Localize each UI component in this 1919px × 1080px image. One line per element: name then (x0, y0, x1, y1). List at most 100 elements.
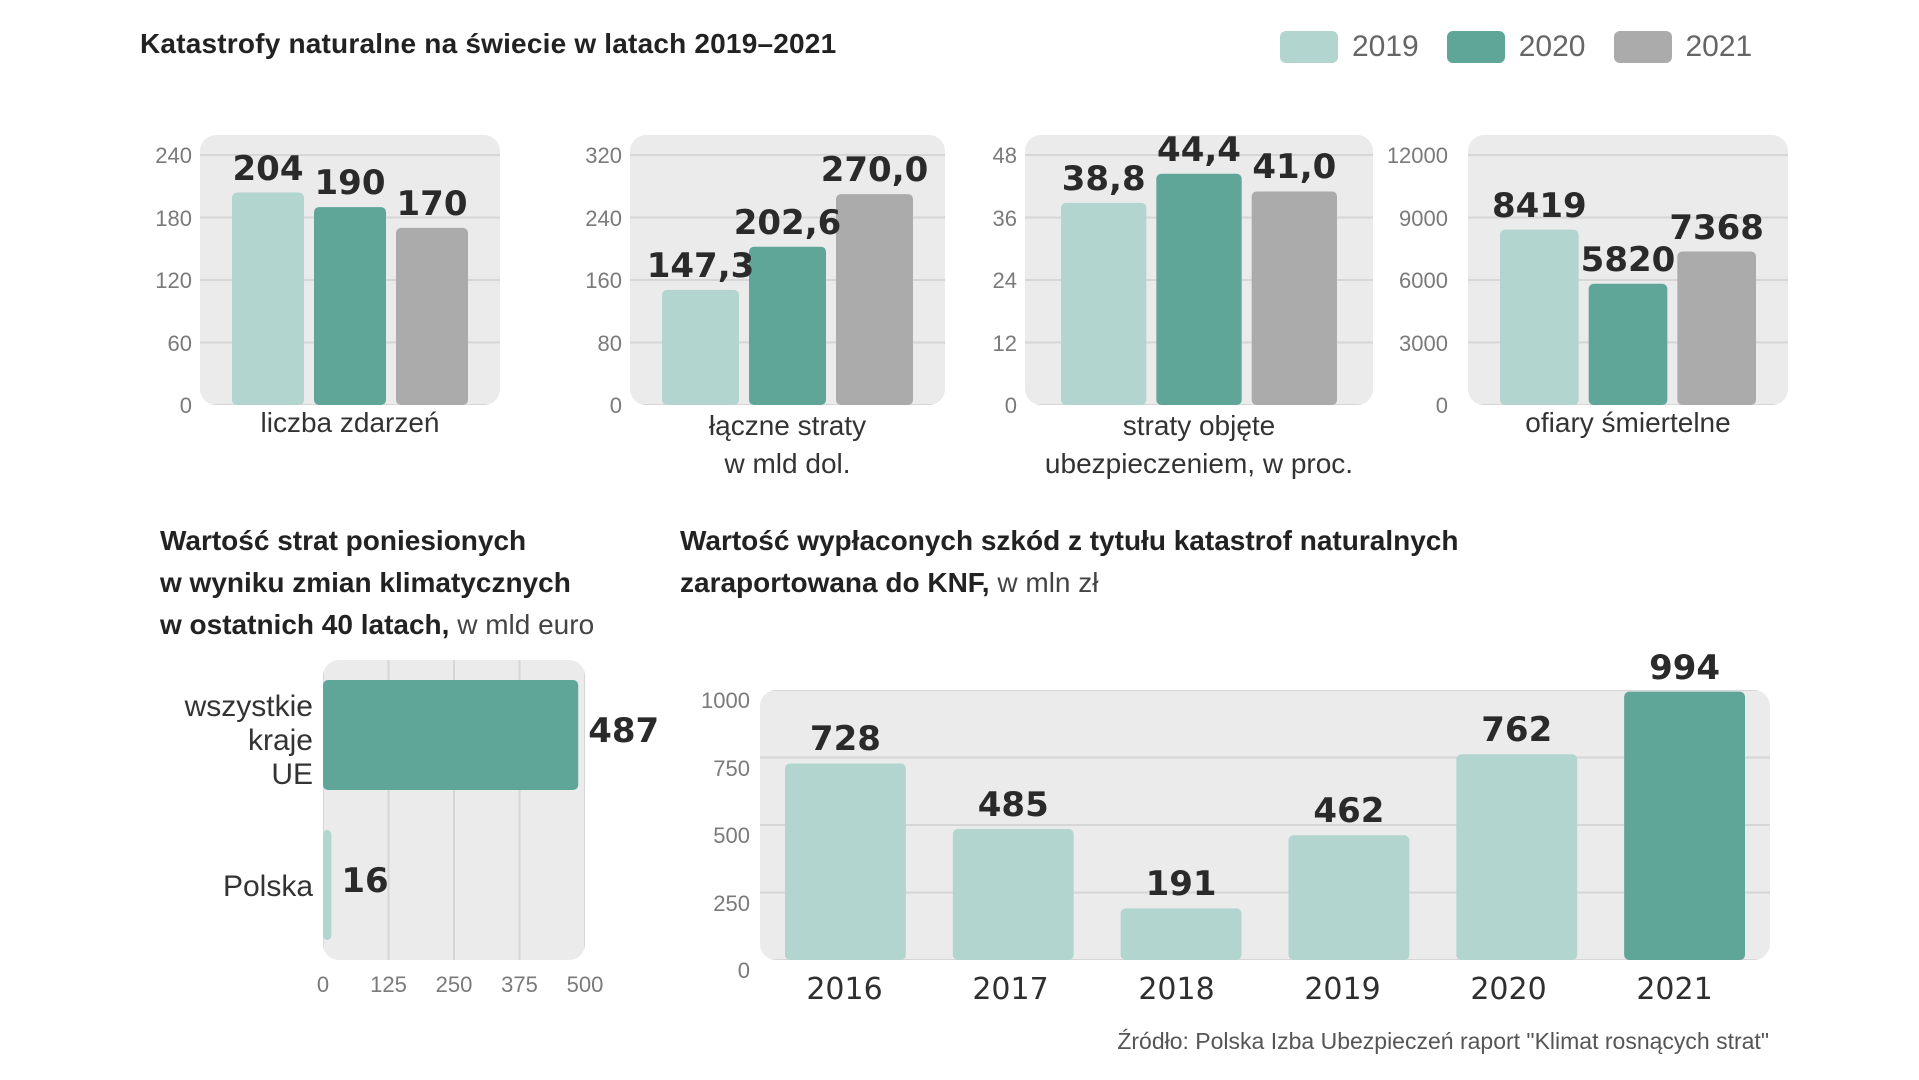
chart-title-line: Wartość strat poniesionych (160, 525, 527, 556)
x-axis-ticks: 0 125 250 375 500 (317, 972, 603, 1008)
bar-category-line: kraje (247, 724, 313, 757)
bar-value-label: 8419 (1492, 185, 1587, 226)
x-category-label: 2019 (1304, 972, 1381, 1007)
bar (232, 192, 304, 405)
bar-category-label: Polska (222, 870, 313, 903)
bar-value-label: 41,0 (1252, 147, 1337, 188)
chart-title-line: w wyniku zmian klimatycznych (160, 567, 571, 598)
chart-liczba-zdarzen: 0 60 120 180 240 204 190 170 liczba zdarzeń (140, 125, 570, 455)
bar (396, 227, 468, 405)
y-tick: 0 (609, 393, 622, 418)
y-tick: 12000 (1386, 143, 1448, 168)
chart-panel (760, 690, 1770, 960)
y-axis-ticks: 0 250 500 750 1000 (680, 688, 750, 983)
y-tick: 36 (992, 205, 1017, 231)
y-tick: 160 (585, 268, 622, 293)
y-tick: 3000 (1399, 330, 1448, 356)
y-tick: 6000 (1399, 268, 1448, 293)
y-tick: 1000 (701, 688, 750, 713)
chart-category-line: straty objęte (1122, 410, 1276, 441)
bar (1456, 754, 1578, 960)
x-axis-categories: 2016 2017 2018 2019 2020 2021 (760, 972, 1770, 1016)
y-tick: 80 (597, 330, 622, 356)
chart-title-line: Wartość wypłaconych szkód z tytułu katas… (680, 525, 1459, 556)
y-tick: 48 (992, 143, 1017, 168)
y-tick: 250 (713, 890, 750, 916)
bar-value-label: 728 (809, 719, 881, 760)
bar-value-label: 190 (314, 163, 386, 204)
y-tick: 320 (585, 143, 622, 168)
bars-svg (323, 660, 585, 960)
bar-value-label: 487 (588, 711, 660, 751)
x-category-label: 2018 (1138, 972, 1215, 1007)
chart-title-bold: w ostatnich 40 latach, (160, 609, 450, 640)
bar-value-label: 485 (977, 785, 1049, 826)
y-tick: 12 (992, 330, 1017, 356)
bar (1061, 202, 1147, 405)
bar-value-label: 16 (341, 861, 389, 901)
chart-title: Wartość strat poniesionych w wyniku zmia… (160, 520, 594, 646)
bar-value-label: 762 (1481, 710, 1553, 751)
bar (1500, 229, 1579, 405)
bars-svg (630, 154, 945, 405)
chart-category-line: ubezpieczeniem, w proc. (1044, 448, 1354, 479)
bar (1120, 908, 1242, 960)
bar-value-labels: 728 485 191 462 762 994 (760, 648, 1770, 960)
legend-label-2021: 2021 (1685, 30, 1753, 63)
y-axis-ticks: 0 80 160 240 320 (570, 125, 622, 425)
x-tick: 0 (316, 972, 330, 997)
bar (785, 763, 906, 960)
x-tick: 500 (566, 972, 604, 997)
chart-ofiary-smiertelne: 0 3000 6000 9000 12000 8419 5820 7368 ofiary ś… (1386, 125, 1810, 455)
bar (1588, 283, 1668, 405)
chart-category-line: łączne straty (708, 410, 867, 441)
y-tick: 24 (992, 268, 1017, 293)
bar-value-label: 5820 (1580, 239, 1676, 280)
legend: 2019 2020 2021 (1280, 30, 1752, 64)
chart-title-suffix: w mld euro (449, 609, 595, 640)
bar (323, 680, 579, 790)
chart-panel: 38,8 44,4 41,0 (1025, 135, 1373, 405)
chart-category-label: liczba zdarzeń (260, 407, 440, 438)
y-tick: 120 (155, 268, 192, 293)
chart-panel: 8419 5820 7368 (1468, 135, 1788, 405)
chart-straty-klimatyczne: Wartość strat poniesionych w wyniku zmia… (140, 520, 700, 1040)
y-tick: 180 (155, 205, 192, 231)
y-tick: 60 (167, 330, 192, 356)
y-tick: 500 (713, 823, 750, 848)
bar-value-label: 202,6 (733, 202, 842, 243)
bar (1624, 691, 1745, 960)
legend-item-2021: 2021 (1613, 30, 1753, 64)
legend-item-2020: 2020 (1446, 30, 1586, 64)
y-tick: 240 (155, 143, 192, 168)
chart-title: Wartość wypłaconych szkód z tytułu katas… (680, 520, 1458, 604)
y-tick: 9000 (1399, 205, 1448, 231)
chart-title-line: zaraportowana do KNF, w mln zł (680, 562, 1458, 604)
bar-value-label: 38,8 (1061, 158, 1146, 199)
bar-value-label: 170 (396, 183, 468, 224)
bar-value-label: 462 (1313, 791, 1385, 832)
bar (323, 830, 332, 940)
x-tick: 375 (501, 972, 538, 997)
bars-svg (1025, 154, 1373, 405)
x-category-label: 2016 (806, 972, 883, 1007)
bar-category-label: wszystkie kraje UE (140, 690, 313, 792)
bar (1156, 173, 1242, 405)
bar-value-label: 994 (1649, 647, 1721, 688)
bar-value-label: 204 (232, 148, 304, 189)
y-axis-ticks: 0 3000 6000 9000 12000 (1386, 125, 1448, 425)
bar-value-label: 44,4 (1157, 135, 1241, 170)
main-title: Katastrofy naturalne na świecie w latach… (140, 28, 837, 59)
bar (662, 289, 739, 405)
source-note: Źródło: Polska Izba Ubezpieczeń raport "… (1117, 1028, 1769, 1054)
bar-value-label: 7368 (1669, 207, 1764, 248)
chart-laczne-straty: 0 80 160 240 320 147,3 202,6 270,0 łączne stra… (570, 125, 1030, 515)
bar (1251, 191, 1337, 405)
bar (749, 246, 826, 405)
bar (1288, 835, 1410, 960)
legend-swatch-2021 (1613, 31, 1672, 63)
x-category-label: 2020 (1470, 972, 1547, 1007)
bar-value-label: 270,0 (820, 150, 929, 191)
bars-svg (200, 154, 500, 405)
x-category-label: 2021 (1636, 972, 1713, 1007)
